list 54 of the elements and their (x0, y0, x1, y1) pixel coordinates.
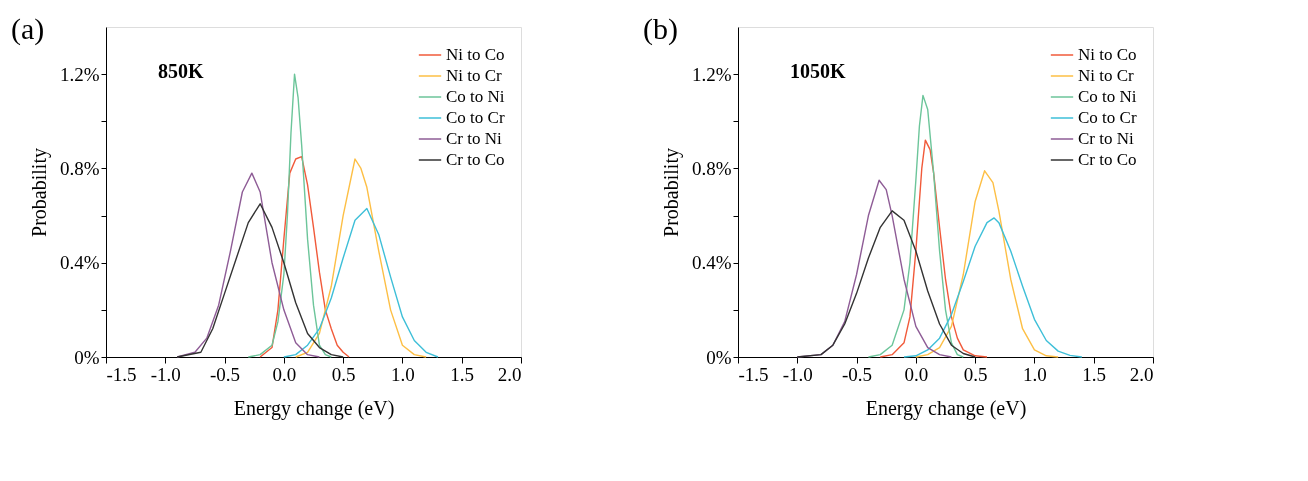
x-tick-label: -1.0 (782, 363, 813, 385)
line-series (903, 217, 1083, 358)
legend-label: Ni to Co (1078, 45, 1137, 64)
y-tick-label: 1.2% (691, 63, 732, 85)
legend-label: Ni to Co (446, 45, 505, 64)
x-tick-label: 0.5 (963, 363, 988, 385)
line-series (796, 210, 976, 358)
annotation: 1050K (790, 60, 846, 82)
x-axis-title: Energy change (eV) (233, 396, 395, 420)
line-series (259, 155, 350, 358)
legend-label: Cr to Co (1078, 150, 1137, 169)
legend-label: Co to Ni (446, 87, 505, 106)
legend-label: Co to Cr (1078, 108, 1137, 127)
legend-label: Cr to Ni (1078, 129, 1134, 148)
y-tick-label: 0.8% (59, 157, 100, 179)
legend-label: Cr to Co (446, 150, 505, 169)
line-series (915, 170, 1059, 358)
x-tick-label: 1.5 (450, 363, 475, 385)
x-tick-label: 0.0 (272, 363, 297, 385)
line-series (879, 139, 988, 358)
x-axis-title: Energy change (eV) (865, 396, 1027, 420)
legend-label: Cr to Ni (446, 129, 502, 148)
line-series (176, 203, 344, 358)
y-tick-label: 0.8% (691, 157, 732, 179)
text: (a) (11, 12, 45, 46)
y-axis-title: Probability (27, 148, 51, 237)
y-tick-label: 1.2% (59, 63, 100, 85)
annotation: 850K (158, 60, 204, 82)
y-tick-label: 0.4% (691, 252, 732, 274)
line-series (283, 207, 439, 358)
x-tick-label: -0.5 (842, 363, 873, 385)
legend-label: Ni to Cr (446, 66, 503, 85)
x-tick-label: 1.5 (1082, 363, 1107, 385)
x-tick-label: 2.0 (497, 363, 522, 385)
x-tick-label: 1.0 (391, 363, 415, 385)
y-tick-label: 0.4% (59, 252, 100, 274)
x-tick-label: 0.5 (331, 363, 356, 385)
x-tick-label: 0.0 (904, 363, 929, 385)
legend-label: Ni to Cr (1078, 66, 1135, 85)
x-tick-label: -1.5 (106, 363, 137, 385)
line-series (247, 73, 332, 358)
line-series (295, 158, 427, 358)
x-tick-label: 2.0 (1129, 363, 1154, 385)
x-tick-label: -1.0 (150, 363, 181, 385)
y-tick-label: 0% (74, 346, 100, 368)
y-tick-label: 0% (706, 346, 732, 368)
legend-label: Co to Ni (1078, 87, 1137, 106)
line-series (867, 94, 964, 358)
x-tick-label: 1.0 (1023, 363, 1047, 385)
x-tick-label: -0.5 (210, 363, 241, 385)
x-tick-label: -1.5 (738, 363, 769, 385)
legend-label: Co to Cr (446, 108, 505, 127)
y-axis-title: Probability (659, 148, 683, 237)
text: (b) (643, 12, 678, 46)
